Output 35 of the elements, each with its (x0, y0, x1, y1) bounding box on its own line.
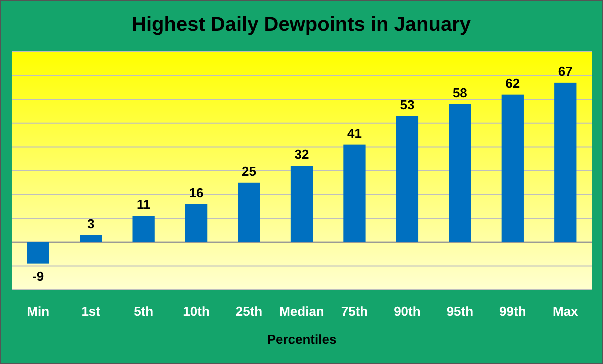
x-tick-label: 25th (236, 304, 263, 319)
data-label: 67 (558, 64, 573, 79)
x-tick-label: 1st (82, 304, 102, 319)
bar (344, 144, 366, 242)
x-axis-title: Percentiles (267, 332, 337, 347)
x-tick-label: 5th (134, 304, 154, 319)
data-label: 58 (452, 85, 468, 100)
bar (238, 182, 260, 242)
bar (132, 216, 155, 242)
bar (27, 242, 50, 264)
x-tick-label: Max (552, 304, 580, 319)
data-label: 3 (87, 216, 95, 232)
bar (290, 166, 314, 242)
data-label: 11 (136, 197, 151, 212)
data-label: 41 (347, 126, 362, 141)
data-label: -9 (32, 268, 44, 284)
bar (185, 204, 208, 242)
x-tick-label: 95th (446, 304, 474, 319)
data-label: 53 (400, 97, 415, 112)
x-tick-label: 10th (183, 304, 210, 319)
bar (449, 104, 472, 242)
bar (80, 235, 102, 242)
data-label: 16 (189, 185, 204, 200)
bar (396, 116, 419, 242)
bar (554, 82, 577, 242)
chart-title: Highest Daily Dewpoints in January (132, 14, 472, 36)
x-tick-label: Median (280, 304, 324, 319)
data-label: 25 (242, 164, 257, 179)
x-tick-label: Min (27, 304, 50, 319)
x-tick-label: 99th (500, 304, 526, 319)
x-tick-label: 90th (394, 304, 421, 319)
data-label: 62 (506, 76, 520, 91)
data-label: 32 (294, 147, 310, 162)
x-tick-label: 75th (341, 304, 368, 319)
bar (502, 94, 524, 242)
